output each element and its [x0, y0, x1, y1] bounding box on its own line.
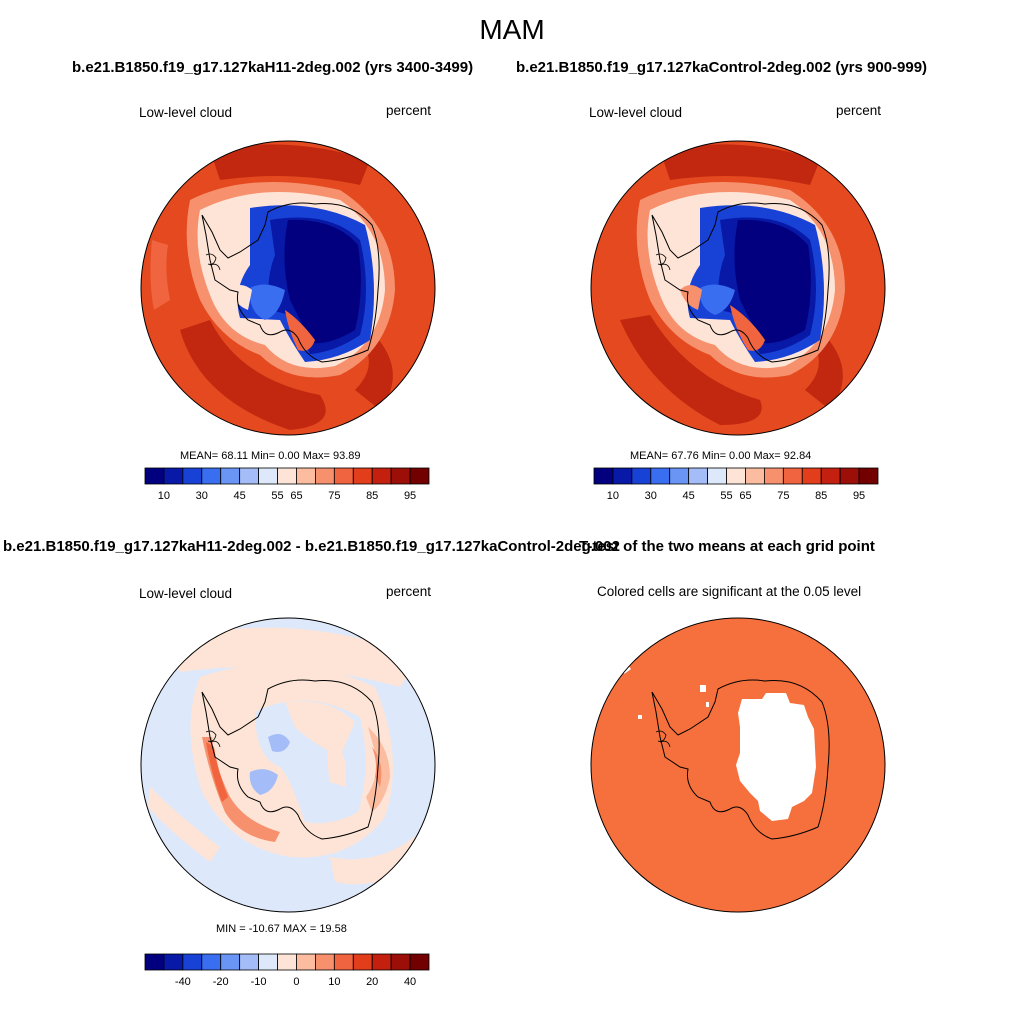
- ttest-note: Colored cells are significant at the 0.0…: [597, 584, 862, 599]
- difference-colorbar-labels: -40 -20 -10 0 10 20 40: [145, 976, 429, 990]
- colorbar-box: [409, 467, 430, 485]
- colorbar-box: [258, 467, 278, 485]
- colorbar-boxes: [144, 953, 430, 971]
- colorbar-tick-label: 30: [195, 490, 208, 502]
- colorbar-tick-label: 75: [328, 490, 341, 502]
- colorbar-box: [745, 467, 765, 485]
- colorbar-tick-label: 55: [720, 490, 733, 502]
- colorbar-tick-label: 10: [606, 490, 620, 502]
- control-colorbar: [593, 467, 879, 485]
- colorbar-box: [163, 953, 184, 971]
- colorbar-tick-label: -10: [250, 976, 267, 988]
- colorbar-box: [688, 467, 708, 485]
- right-panel-title: b.e21.B1850.f19_g17.127kaControl-2deg.00…: [516, 59, 928, 76]
- colorbar-tick-label: 30: [644, 490, 657, 502]
- colorbar-box: [220, 953, 241, 971]
- difference-polar-map: [140, 617, 436, 913]
- colorbar-box: [258, 953, 278, 971]
- colorbar-box: [371, 953, 392, 971]
- colorbar-tick-label: 65: [739, 490, 752, 502]
- colorbar-box: [669, 467, 690, 485]
- colorbar-tick-label: 95: [852, 490, 866, 502]
- colorbar-box: [182, 467, 203, 485]
- colorbar-box: [144, 467, 165, 485]
- colorbar-tick-label: 55: [271, 490, 284, 502]
- colorbar-tick-label: 20: [366, 976, 379, 988]
- colorbar-box: [390, 953, 411, 971]
- colorbar-box: [858, 467, 879, 485]
- colorbar-box: [707, 467, 727, 485]
- h11-polar-map: [140, 140, 436, 436]
- h11-colorbar: [144, 467, 430, 485]
- colorbar-tick-label: 75: [777, 490, 790, 502]
- colorbar-box: [631, 467, 652, 485]
- control-colorbar-labels: 10 30 45 55 65 75 85 95: [594, 490, 878, 504]
- colorbar-box: [296, 953, 316, 971]
- colorbar-box: [239, 467, 259, 485]
- colorbar-box: [182, 953, 203, 971]
- ttest-panel-title: T-test of the two means at each grid poi…: [579, 538, 875, 555]
- colorbar-box: [314, 467, 335, 485]
- colorbar-box: [390, 467, 411, 485]
- colorbar-box: [801, 467, 822, 485]
- colorbar-tick-label: 45: [682, 490, 695, 502]
- colorbar-tick-label: 85: [366, 490, 379, 502]
- colorbar-box: [409, 953, 430, 971]
- colorbar-tick-label: 10: [157, 490, 171, 502]
- colorbar-box: [201, 467, 222, 485]
- colorbar-box: [220, 467, 241, 485]
- figure-title: MAM: [479, 14, 545, 45]
- colorbar-tick-label: 85: [815, 490, 828, 502]
- colorbar-box: [839, 467, 860, 485]
- colorbar-box: [239, 953, 259, 971]
- colorbar-box: [277, 953, 297, 971]
- difference-variable-label: Low-level cloud: [139, 586, 233, 601]
- ttest-polar-map: [590, 617, 886, 913]
- colorbar-box: [296, 467, 316, 485]
- colorbar-box: [612, 467, 633, 485]
- colorbar-box: [277, 467, 297, 485]
- h11-variable-label: Low-level cloud: [139, 105, 233, 120]
- colorbar-box: [314, 953, 335, 971]
- colorbar-box: [144, 953, 165, 971]
- colorbar-box: [352, 953, 373, 971]
- colorbar-tick-label: -20: [212, 976, 229, 988]
- colorbar-tick-label: 95: [403, 490, 417, 502]
- h11-stats: MEAN= 68.11 Min= 0.00 Max= 93.89: [180, 450, 361, 462]
- colorbar-tick-label: -40: [174, 976, 191, 988]
- difference-units-label: percent: [386, 584, 432, 599]
- colorbar-tick-label: 0: [293, 976, 300, 988]
- difference-colorbar: [144, 953, 430, 971]
- colorbar-box: [726, 467, 746, 485]
- colorbar-box: [820, 467, 841, 485]
- control-polar-map: [590, 140, 886, 436]
- colorbar-box: [763, 467, 784, 485]
- left-panel-title: b.e21.B1850.f19_g17.127kaH11-2deg.002 (y…: [72, 59, 474, 76]
- control-stats: MEAN= 67.76 Min= 0.00 Max= 92.84: [630, 450, 812, 462]
- colorbar-tick-label: 65: [290, 490, 303, 502]
- control-variable-label: Low-level cloud: [589, 105, 683, 120]
- h11-colorbar-labels: 10 30 45 55 65 75 85 95: [145, 490, 429, 504]
- colorbar-box: [163, 467, 184, 485]
- colorbar-tick-label: 45: [233, 490, 246, 502]
- h11-units-label: percent: [386, 103, 432, 118]
- colorbar-box: [593, 467, 614, 485]
- colorbar-tick-label: 10: [328, 976, 341, 988]
- difference-panel-title: b.e21.B1850.f19_g17.127kaH11-2deg.002 - …: [2, 538, 620, 555]
- colorbar-box: [333, 953, 354, 971]
- control-units-label: percent: [836, 103, 882, 118]
- colorbar-tick-label: 40: [403, 976, 417, 988]
- colorbar-box: [650, 467, 671, 485]
- colorbar-boxes: [144, 467, 430, 485]
- difference-stats: MIN = -10.67 MAX = 19.58: [216, 923, 347, 935]
- colorbar-box: [333, 467, 354, 485]
- colorbar-box: [201, 953, 222, 971]
- colorbar-box: [782, 467, 803, 485]
- colorbar-box: [371, 467, 392, 485]
- colorbar-box: [352, 467, 373, 485]
- colorbar-boxes: [593, 467, 879, 485]
